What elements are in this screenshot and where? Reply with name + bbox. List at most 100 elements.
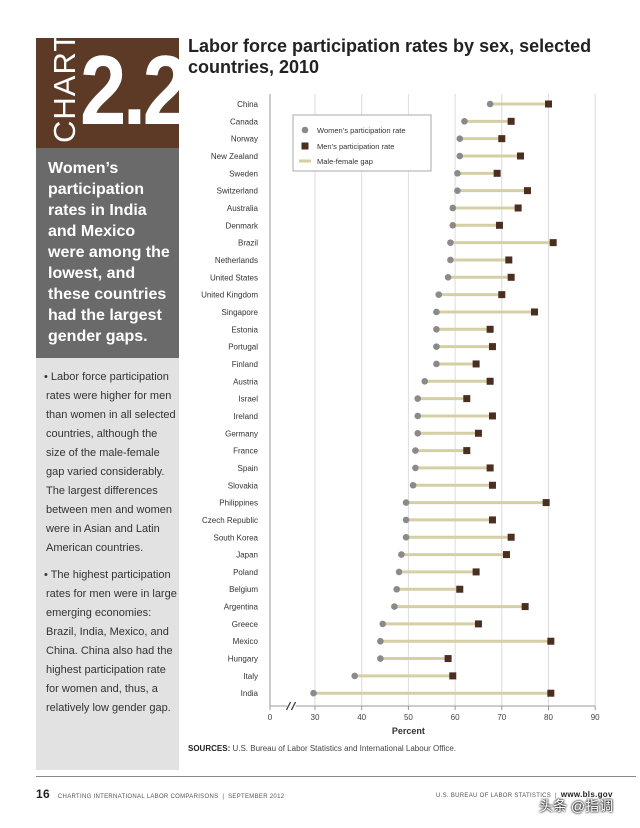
country-label: Slovakia [228,481,259,490]
men-point [549,239,557,247]
x-tick-label: 30 [311,713,320,722]
men-point [472,568,480,576]
women-point [449,222,457,229]
women-point [433,343,440,350]
men-point [547,689,555,697]
men-point [542,499,550,507]
country-label: Australia [227,204,259,213]
sources-note: SOURCES: U.S. Bureau of Labor Statistics… [188,744,456,753]
men-point [486,464,494,472]
x-tick-label: 60 [451,713,460,722]
footer-divider [36,776,636,777]
legend-men-marker [301,142,309,150]
women-point [461,118,468,125]
men-point [514,204,522,212]
men-point [474,620,482,628]
legend-men-label: Men’s participation rate [317,142,394,151]
women-point [310,689,317,697]
country-label: Norway [231,135,258,144]
men-point [516,152,524,160]
x-tick-label: 80 [544,713,553,722]
women-point [409,481,417,489]
men-point [486,377,494,385]
men-point [521,603,529,611]
country-label: Austria [233,377,258,386]
axis-break-mark [285,701,292,711]
summary-callout: Women’s participation rates in India and… [36,148,179,358]
men-point [545,100,552,108]
legend-women-marker [301,126,309,134]
sources-label: SOURCES: [188,744,231,753]
bullet-item: • The highest participation rates for me… [44,569,177,714]
country-label: Argentina [224,603,259,612]
men-point [495,221,503,229]
men-point [505,256,513,264]
country-label: Estonia [231,325,258,334]
country-label: Israel [238,395,258,404]
women-point [393,585,401,593]
country-label: Mexico [233,637,259,646]
men-point [488,516,496,524]
country-label: Finland [232,360,258,369]
women-point [377,637,384,645]
country-label: Ireland [234,412,258,421]
country-label: Philippines [219,499,258,508]
x-axis-label: Percent [392,726,425,736]
agency-name: U.S. BUREAU OF LABOR STATISTICS [436,793,552,799]
men-point [463,395,471,403]
women-point [414,412,422,420]
men-point [488,481,496,489]
women-point [398,551,405,558]
women-point [454,170,461,177]
women-point [402,516,410,524]
axis-break-gap [287,702,296,710]
men-point [507,533,515,541]
women-point [412,464,419,472]
women-point [435,291,443,298]
women-point [444,274,452,281]
men-point [493,169,501,177]
country-label: United Kingdom [201,291,258,300]
women-point [395,568,403,576]
dumbbell-chart: 0 30 40 50 60 70 80 90 Percent China Canada Norway N… [201,94,600,736]
bullet-item: • Labor force participation rates were h… [44,371,176,554]
country-label: United States [210,273,258,282]
women-point [449,204,457,212]
country-label: India [241,689,259,698]
country-label: Denmark [226,221,259,230]
country-label: Singapore [222,308,259,317]
men-point [486,325,494,333]
sources-text: U.S. Bureau of Labor Statistics and Inte… [232,744,457,753]
x-tick-label: 0 [268,713,273,722]
country-label: Portugal [228,343,258,352]
women-point [486,100,494,108]
women-point [391,603,398,610]
men-point [502,551,510,559]
x-tick-label: 90 [591,713,600,722]
country-label: Brazil [238,239,258,248]
website-link[interactable]: www.bls.gov [560,790,613,799]
legend-women-label: Women’s participation rate [317,126,406,135]
women-point [379,620,387,628]
men-point [488,412,496,420]
country-label: Hungary [228,655,258,664]
women-point [351,672,358,680]
x-tick-label: 70 [497,713,506,722]
men-point [523,187,531,195]
men-point [456,585,464,593]
men-point [472,360,480,368]
country-label: Czech Republic [202,516,258,525]
men-point [449,672,457,680]
country-label: Netherlands [215,256,258,265]
women-point [433,308,440,316]
country-label: Belgium [229,585,258,594]
women-point [402,533,410,541]
women-point [402,499,410,506]
women-point [433,325,440,333]
x-tick-label: 40 [357,713,366,722]
women-point [433,360,440,368]
country-label: China [237,100,258,109]
men-point [488,343,496,351]
country-label: Spain [238,464,258,473]
women-point [454,187,461,194]
